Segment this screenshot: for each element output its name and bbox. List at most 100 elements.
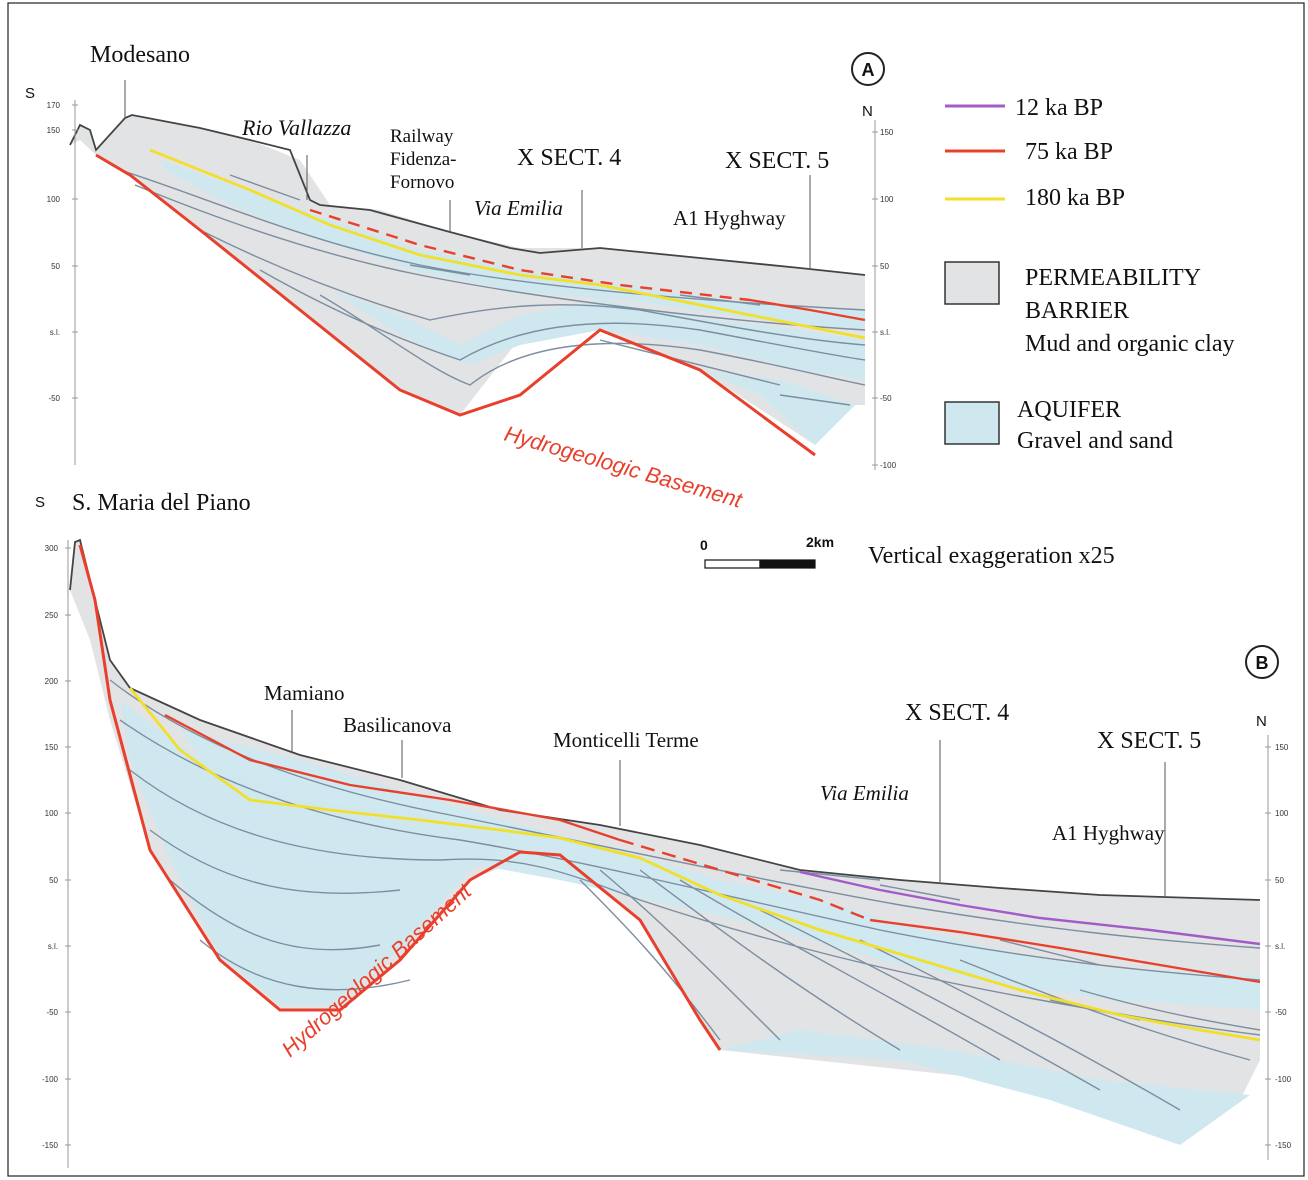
section-a-left-axis-tick-label: 170: [47, 101, 61, 110]
section-b-line-180ka: [128, 687, 1261, 1042]
section-a-north-label: N: [862, 103, 873, 120]
section-a-bed-lines: [119, 169, 866, 406]
place-railway-line1: Railway: [390, 126, 454, 147]
section-b-south-label: S: [35, 494, 45, 511]
section-b-barrier-body: [70, 540, 1260, 1140]
section-b-line-75ka: [164, 713, 621, 842]
scale-bar-zero: 0: [700, 537, 708, 553]
section-a-leaders: [124, 80, 811, 268]
place-monticelli: Monticelli Terme: [553, 728, 699, 752]
section-b-right-axis-ticks: 150 100 50 s.l. -50 -100 -150: [1265, 743, 1292, 1150]
figure-border: [7, 2, 1305, 1177]
section-a-aquifer-lower: [700, 370, 855, 445]
place-railway-line3: Fornovo: [390, 172, 454, 193]
section-a-basement-line: [95, 153, 816, 457]
section-b-right-axis-tick-label: -50: [1275, 1008, 1287, 1017]
section-a-aquifer-upper: [160, 160, 865, 330]
legend-label-barrier-1: PERMEABILITY: [1025, 265, 1201, 291]
section-b-right-axis-tick-label: -150: [1275, 1141, 1292, 1150]
place-xsect4-a: X SECT. 4: [517, 145, 621, 171]
scale-bar-white: [704, 559, 761, 569]
section-b-leaders: [291, 710, 1166, 898]
section-a-basement-label: Hydrogeologic Basement: [502, 421, 746, 513]
legend-label-12ka: 12 ka BP: [1015, 95, 1103, 121]
section-a-right-axis-tick-label: 100: [880, 195, 894, 204]
section-b-north-label: N: [1256, 713, 1267, 730]
section-b-left-axis-tick-label: -50: [46, 1008, 58, 1017]
section-a-badge-letter: A: [862, 60, 875, 80]
scale-bar-length: 2km: [806, 534, 834, 550]
section-b-left-axis-tick-label: 250: [45, 611, 59, 620]
section-b-line-75ka-tail: [869, 918, 1261, 984]
section-a-left-axis-tick-label: 100: [47, 195, 61, 204]
scale-bar: 0 2km Vertical exaggeration x25: [700, 534, 1115, 569]
legend-label-barrier-3: Mud and organic clay: [1025, 331, 1235, 357]
section-b-badge: [1245, 645, 1279, 679]
section-b-left-axis-tick-label: 300: [45, 544, 59, 553]
section-a-right-axis-tick-label: -50: [880, 394, 892, 403]
place-a1-b: A1 Hyghway: [1052, 821, 1165, 845]
place-santa-maria: S. Maria del Piano: [72, 490, 251, 516]
section-a-line-180ka: [149, 148, 866, 340]
section-a-line-75ka: [749, 298, 866, 322]
section-b-left-axis-tick-label: s.l.: [48, 942, 58, 951]
section-a-left-axis-tick-label: -50: [48, 394, 60, 403]
section-a-right-axis-ticks: 150 100 50 s.l. -50 -100: [872, 128, 897, 470]
section-b-left-axis-tick-label: -150: [42, 1141, 59, 1150]
section-a-right-axis-tick-label: 50: [880, 262, 889, 271]
section-b-right-axis-tick-label: 150: [1275, 743, 1289, 752]
place-via-emilia-b: Via Emilia: [820, 781, 909, 805]
legend-label-barrier-2: BARRIER: [1025, 298, 1129, 324]
section-a: 170 150 100 50 s.l. -50 150 100 50 s.l. -50 -100 M…: [25, 42, 897, 513]
section-b-right-axis-tick-label: -100: [1275, 1075, 1292, 1084]
section-b-right-axis-tick-label: 100: [1275, 809, 1289, 818]
place-modesano: Modesano: [90, 42, 190, 68]
legend-label-aquifer-2: Gravel and sand: [1017, 428, 1173, 454]
legend-label-aquifer-1: AQUIFER: [1017, 397, 1121, 423]
section-b-left-axis-ticks: 300 250 200 150 100 50 s.l. -50 -100 -150: [42, 544, 71, 1150]
vertical-exaggeration: Vertical exaggeration x25: [868, 543, 1115, 569]
scale-bar-black: [759, 559, 816, 569]
section-b-right-axis-tick-label: s.l.: [1275, 942, 1285, 951]
section-a-topographic-profile: [69, 114, 866, 276]
place-basilicanova: Basilicanova: [343, 713, 452, 737]
section-b-left-axis-tick-label: 200: [45, 677, 59, 686]
section-a-south-label: S: [25, 85, 35, 102]
place-rio-vallazza: Rio Vallazza: [241, 115, 351, 140]
place-via-emilia-a: Via Emilia: [474, 196, 563, 220]
section-b-aquifer-right-wedge: [720, 1030, 1250, 1145]
place-a1-a: A1 Hyghway: [673, 206, 786, 230]
section-b-basement-line: [78, 544, 722, 1051]
legend-swatch-barrier: [944, 261, 1000, 305]
section-b-left-axis-tick-label: 100: [45, 809, 59, 818]
place-railway-line2: Fidenza-: [390, 149, 456, 170]
legend-label-180ka: 180 ka BP: [1025, 185, 1125, 211]
section-b-left-axis-tick-label: -100: [42, 1075, 59, 1084]
section-b: 300 250 200 150 100 50 s.l. -50 -100 -150 150 100 5…: [35, 490, 1292, 1168]
section-b-left-axis-tick-label: 150: [45, 743, 59, 752]
legend-swatch-aquifer: [944, 401, 1000, 445]
section-b-badge-letter: B: [1256, 653, 1269, 673]
section-a-left-axis-tick-label: 150: [47, 126, 61, 135]
section-a-left-axis-tick-label: 50: [51, 262, 60, 271]
place-xsect5-b: X SECT. 5: [1097, 728, 1201, 754]
section-b-line-75ka-dashed: [619, 838, 871, 922]
section-a-line-75ka-dashed: [309, 208, 751, 302]
section-b-right-axis-tick-label: 50: [1275, 876, 1284, 885]
section-b-aquifer-upper-band: [180, 730, 1260, 1010]
section-a-right-axis-tick-label: 150: [880, 128, 894, 137]
section-a-badge: [851, 52, 885, 86]
place-mamiano: Mamiano: [264, 681, 344, 705]
place-xsect5-a: X SECT. 5: [725, 148, 829, 174]
section-a-left-axis-tick-label: s.l.: [50, 328, 60, 337]
section-a-right-axis-tick-label: s.l.: [880, 328, 890, 337]
section-b-left-axis-tick-label: 50: [49, 876, 58, 885]
place-xsect4-b: X SECT. 4: [905, 700, 1009, 726]
section-b-line-12ka: [799, 870, 1261, 946]
section-a-left-axis-ticks: 170 150 100 50 s.l. -50: [47, 101, 78, 403]
legend: 12 ka BP 75 ka BP 180 ka BP PERMEABILITY…: [944, 95, 1235, 454]
legend-label-75ka: 75 ka BP: [1025, 139, 1113, 165]
section-a-right-axis-tick-label: -100: [880, 461, 897, 470]
